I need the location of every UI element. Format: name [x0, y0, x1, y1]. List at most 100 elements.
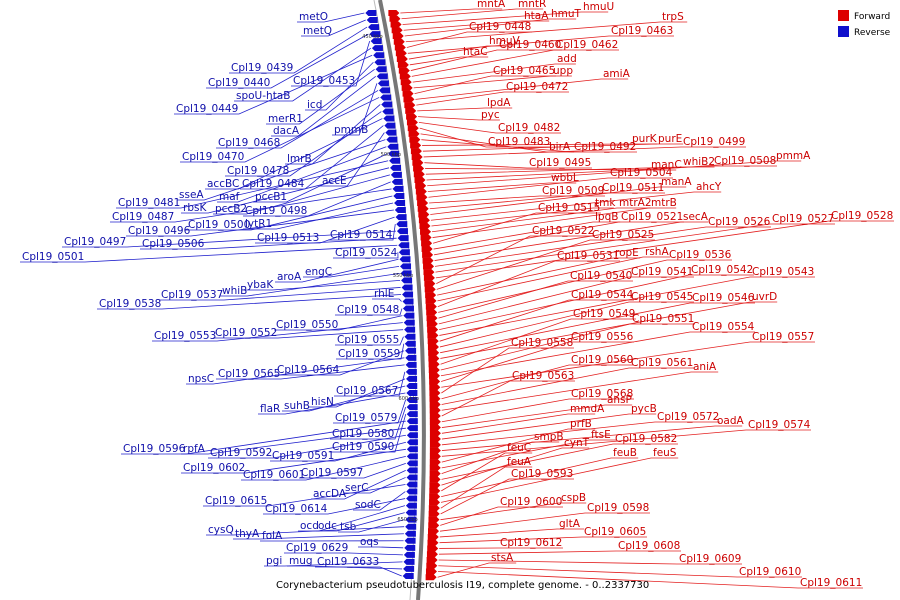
reverse-gene-label[interactable]: hisN: [311, 396, 334, 408]
forward-gene-label[interactable]: Cpl19_0463: [611, 25, 673, 37]
forward-gene-label[interactable]: Cpl19_0460: [499, 39, 561, 51]
reverse-gene-label[interactable]: Cpl19_0468: [218, 137, 280, 149]
reverse-gene-label[interactable]: accBC: [207, 178, 239, 190]
forward-gene-label[interactable]: Cpl19_0556: [571, 331, 634, 343]
reverse-gene-label[interactable]: lmrB: [287, 153, 312, 165]
forward-gene-label[interactable]: Cpl19_0572: [657, 411, 719, 423]
reverse-gene-label[interactable]: Cpl19_0513: [257, 232, 319, 244]
forward-gene-label[interactable]: Cpl19_0544: [571, 289, 634, 301]
forward-gene-label[interactable]: Cpl19_0541: [631, 266, 693, 278]
forward-gene-label[interactable]: feuC: [507, 442, 531, 454]
reverse-gene-label[interactable]: Cpl19_0614: [265, 503, 328, 515]
forward-gene-label[interactable]: htaA: [524, 10, 549, 22]
reverse-gene-label[interactable]: Cpl19_0506: [142, 238, 205, 250]
forward-gene-label[interactable]: Cpl19_0508: [714, 155, 776, 167]
reverse-gene-label[interactable]: Cpl19_0565: [218, 368, 280, 380]
forward-gene-label[interactable]: mntA: [477, 0, 506, 10]
forward-gene-label[interactable]: secA: [683, 211, 709, 223]
forward-gene-label[interactable]: manA: [661, 176, 692, 188]
forward-gene-label[interactable]: prfB: [570, 418, 592, 430]
reverse-gene-label[interactable]: Cpl19_0484: [242, 178, 305, 190]
reverse-gene-label[interactable]: Cpl19_0580: [332, 428, 394, 440]
forward-gene-label[interactable]: hmuT: [551, 8, 582, 20]
forward-gene-label[interactable]: feuB: [613, 447, 637, 459]
forward-gene-label[interactable]: Cpl19_0610: [739, 566, 801, 578]
forward-gene-label[interactable]: Cpl19_0492: [574, 141, 636, 153]
forward-gene-label[interactable]: Cpl19_0483: [488, 136, 550, 148]
forward-gene-label[interactable]: smpB: [534, 431, 564, 443]
forward-gene-label[interactable]: Cpl19_0563: [512, 370, 574, 382]
reverse-gene-label[interactable]: aroA: [277, 271, 302, 283]
reverse-gene-label[interactable]: Cpl19_0501: [22, 251, 84, 263]
reverse-gene-label[interactable]: ocd: [300, 520, 319, 532]
reverse-gene-label[interactable]: pmmB: [334, 124, 368, 136]
reverse-gene-label[interactable]: Cpl19_0596: [123, 443, 186, 455]
reverse-gene-label[interactable]: Cpl19_0567: [336, 385, 398, 397]
forward-gene-label[interactable]: Cpl19_0495: [529, 157, 591, 169]
forward-gene-label[interactable]: mtrA2: [619, 197, 652, 209]
forward-gene-label[interactable]: mmdA: [570, 403, 605, 415]
forward-gene-label[interactable]: whiB2: [683, 156, 715, 168]
forward-gene-label[interactable]: cynT: [564, 437, 590, 449]
reverse-gene-label[interactable]: whiB: [222, 285, 247, 297]
forward-gene-label[interactable]: Cpl19_0525: [592, 229, 654, 241]
forward-gene-label[interactable]: htaC: [463, 46, 488, 58]
reverse-gene-label[interactable]: metO: [299, 11, 328, 23]
forward-gene-label[interactable]: Cpl19_0568: [571, 388, 633, 400]
reverse-gene-label[interactable]: folA: [262, 530, 283, 542]
forward-gene-label[interactable]: Cpl19_0521: [621, 211, 683, 223]
reverse-gene-label[interactable]: Cpl19_0601: [243, 469, 305, 481]
reverse-gene-label[interactable]: Cpl19_0537: [161, 289, 223, 301]
forward-gene-label[interactable]: Cpl19_0612: [500, 537, 562, 549]
forward-gene-label[interactable]: Cpl19_0558: [511, 337, 573, 349]
forward-gene-label[interactable]: Cpl19_0462: [556, 39, 618, 51]
forward-gene-label[interactable]: Cpl19_0499: [683, 136, 745, 148]
reverse-gene-label[interactable]: Cpl19_0500: [188, 219, 250, 231]
forward-gene-label[interactable]: uvrD: [752, 291, 777, 303]
forward-gene-label[interactable]: Cpl19_0531: [557, 250, 619, 262]
forward-gene-label[interactable]: feuA: [507, 456, 532, 468]
reverse-gene-label[interactable]: rpfA: [183, 443, 206, 455]
reverse-gene-label[interactable]: Cpl19_0592: [210, 447, 272, 459]
forward-gene-label[interactable]: rshA: [645, 246, 669, 258]
forward-gene-label[interactable]: Cpl19_0509: [542, 185, 604, 197]
forward-gene-label[interactable]: Cpl19_0482: [498, 122, 560, 134]
reverse-gene-label[interactable]: sseA: [179, 189, 204, 201]
reverse-gene-label[interactable]: Cpl19_0487: [112, 211, 174, 223]
reverse-gene-label[interactable]: ybaK: [247, 279, 274, 291]
forward-gene-label[interactable]: Cpl19_0542: [691, 264, 753, 276]
forward-gene-label[interactable]: Cpl19_0527: [772, 213, 834, 225]
reverse-gene-label[interactable]: Cpl19_0555: [337, 334, 399, 346]
reverse-gene-label[interactable]: Cpl19_0633: [317, 556, 379, 568]
reverse-gene-label[interactable]: Cpl19_0453: [293, 75, 355, 87]
forward-gene-label[interactable]: Cpl19_0598: [587, 502, 649, 514]
forward-gene-label[interactable]: Cpl19_0540: [570, 270, 632, 282]
forward-gene-label[interactable]: ansP: [607, 394, 632, 406]
forward-gene-label[interactable]: Cpl19_0605: [584, 526, 646, 538]
reverse-gene-label[interactable]: Cpl19_0548: [337, 304, 399, 316]
reverse-gene-label[interactable]: rhlE: [374, 288, 394, 300]
forward-gene-label[interactable]: Cpl19_0528: [831, 210, 893, 222]
reverse-gene-label[interactable]: engC: [305, 266, 332, 278]
forward-gene-label[interactable]: Cpl19_0545: [631, 291, 693, 303]
forward-gene-label[interactable]: ftsE: [591, 429, 611, 441]
forward-gene-label[interactable]: upp: [553, 65, 573, 77]
forward-gene-label[interactable]: manC: [651, 159, 682, 171]
forward-gene-label[interactable]: stsA: [491, 552, 514, 564]
reverse-gene-label[interactable]: Cpl19_0629: [286, 542, 348, 554]
forward-gene-label[interactable]: Cpl19_0582: [615, 433, 677, 445]
reverse-gene-label[interactable]: maf: [219, 191, 240, 203]
reverse-gene-label[interactable]: merR1: [268, 113, 303, 125]
reverse-gene-label[interactable]: Cpl19_0559: [338, 348, 400, 360]
forward-gene-label[interactable]: Cpl19_0522: [532, 225, 594, 237]
reverse-gene-label[interactable]: flaR: [260, 403, 280, 415]
reverse-gene-label[interactable]: mug: [289, 555, 313, 567]
forward-gene-label[interactable]: Cpl19_0526: [708, 216, 771, 228]
reverse-gene-label[interactable]: accDA: [313, 488, 347, 500]
reverse-gene-label[interactable]: pgi: [266, 555, 282, 567]
reverse-gene-label[interactable]: Cpl19_0439: [231, 62, 293, 74]
forward-gene-label[interactable]: trpS: [662, 11, 684, 23]
forward-gene-label[interactable]: Cpl19_0511: [602, 182, 664, 194]
reverse-gene-label[interactable]: thyA: [235, 528, 260, 540]
reverse-gene-label[interactable]: Cpl19_0602: [183, 462, 245, 474]
